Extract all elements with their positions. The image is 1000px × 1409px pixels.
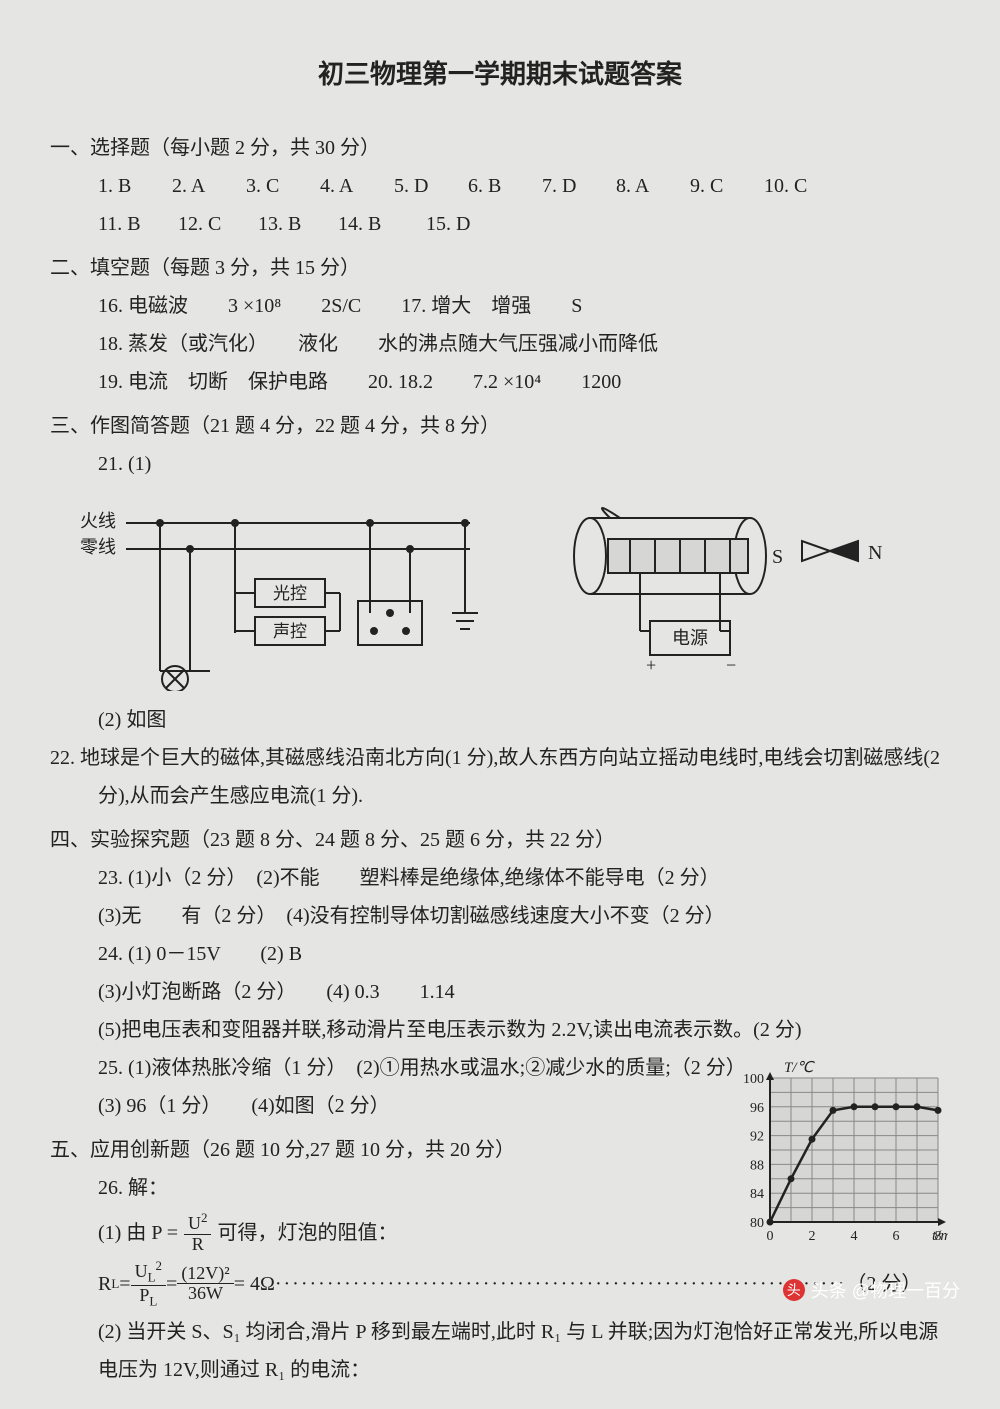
svg-text:6: 6 <box>893 1229 900 1244</box>
circuit-diagram: 火线 零线 光控 声控 <box>70 501 490 691</box>
sec1-head: 一、选择题（每小题 2 分，共 30 分） <box>50 129 950 167</box>
sec3-head: 三、作图简答题（21 题 4 分，22 题 4 分，共 8 分） <box>50 407 950 445</box>
temperature-graph: 808488929610002468T/℃t/min <box>728 1060 948 1255</box>
svg-text:100: 100 <box>743 1072 764 1087</box>
svg-text:80: 80 <box>750 1216 764 1231</box>
toutiao-icon: 头 <box>783 1279 805 1301</box>
sec1-row2: 11. B 12. C 13. B 14. B 15. D <box>50 205 950 243</box>
svg-text:96: 96 <box>750 1101 764 1116</box>
solenoid-diagram: S N 电源 + − <box>550 501 910 681</box>
svg-text:声控: 声控 <box>273 622 307 641</box>
svg-text:0: 0 <box>767 1229 774 1244</box>
sec1-row1: 1. B 2. A 3. C 4. A 5. D 6. B 7. D 8. A … <box>50 167 950 205</box>
sec4-l24a: 24. (1) 0－15V (2) B <box>50 935 950 973</box>
svg-text:电源: 电源 <box>672 628 708 648</box>
svg-text:92: 92 <box>750 1130 764 1145</box>
sec2-l19: 19. 电流 切断 保护电路 20. 18.2 7.2 ×10⁴ 1200 <box>50 363 950 401</box>
sec4-l24c: (5)把电压表和变阻器并联,移动滑片至电压表示数为 2.2V,读出电流表示数。(… <box>50 1011 950 1049</box>
page-title: 初三物理第一学期期末试题答案 <box>50 50 950 99</box>
svg-text:S: S <box>772 546 783 568</box>
sec3-l21b: (2) 如图 <box>50 701 950 739</box>
sec4-head: 四、实验探究题（23 题 8 分、24 题 8 分、25 题 6 分，共 22 … <box>50 821 950 859</box>
watermark: 头 头条 @物理一百分 <box>783 1277 960 1303</box>
sec4-l23b: (3)无 有（2 分） (4)没有控制导体切割磁感线速度大小不变（2 分） <box>50 897 950 935</box>
sec3-l22: 22. 地球是个巨大的磁体,其磁感线沿南北方向(1 分),故人东西方向站立摇动电… <box>50 739 950 815</box>
sec2-head: 二、填空题（每题 3 分，共 15 分） <box>50 249 950 287</box>
svg-text:−: − <box>726 655 736 675</box>
sec2-l18: 18. 蒸发（或汽化） 液化 水的沸点随大气压强减小而降低 <box>50 325 950 363</box>
sec4-l24b: (3)小灯泡断路（2 分） (4) 0.3 1.14 <box>50 973 950 1011</box>
sec2-l16: 16. 电磁波 3 ×10⁸ 2S/C 17. 增大 增强 S <box>50 287 950 325</box>
svg-text:N: N <box>868 542 882 564</box>
svg-text:88: 88 <box>750 1158 764 1173</box>
svg-text:光控: 光控 <box>273 584 307 603</box>
sec4-l23a: 23. (1)小（2 分） (2)不能 塑料棒是绝缘体,绝缘体不能导电（2 分） <box>50 859 950 897</box>
svg-text:84: 84 <box>750 1187 764 1202</box>
svg-text:T/℃: T/℃ <box>784 1060 816 1076</box>
neutral-label: 零线 <box>80 537 116 557</box>
svg-text:+: + <box>646 655 656 675</box>
sec3-l21: 21. (1) <box>50 445 950 483</box>
svg-text:4: 4 <box>851 1229 858 1244</box>
svg-text:t/min: t/min <box>932 1228 948 1244</box>
svg-text:2: 2 <box>809 1229 816 1244</box>
sec5-l26b: (2) 当开关 S、S₁ 均闭合,滑片 P 移到最左端时,此时 R₁ 与 L 并… <box>50 1313 950 1389</box>
hot-label: 火线 <box>80 511 116 531</box>
